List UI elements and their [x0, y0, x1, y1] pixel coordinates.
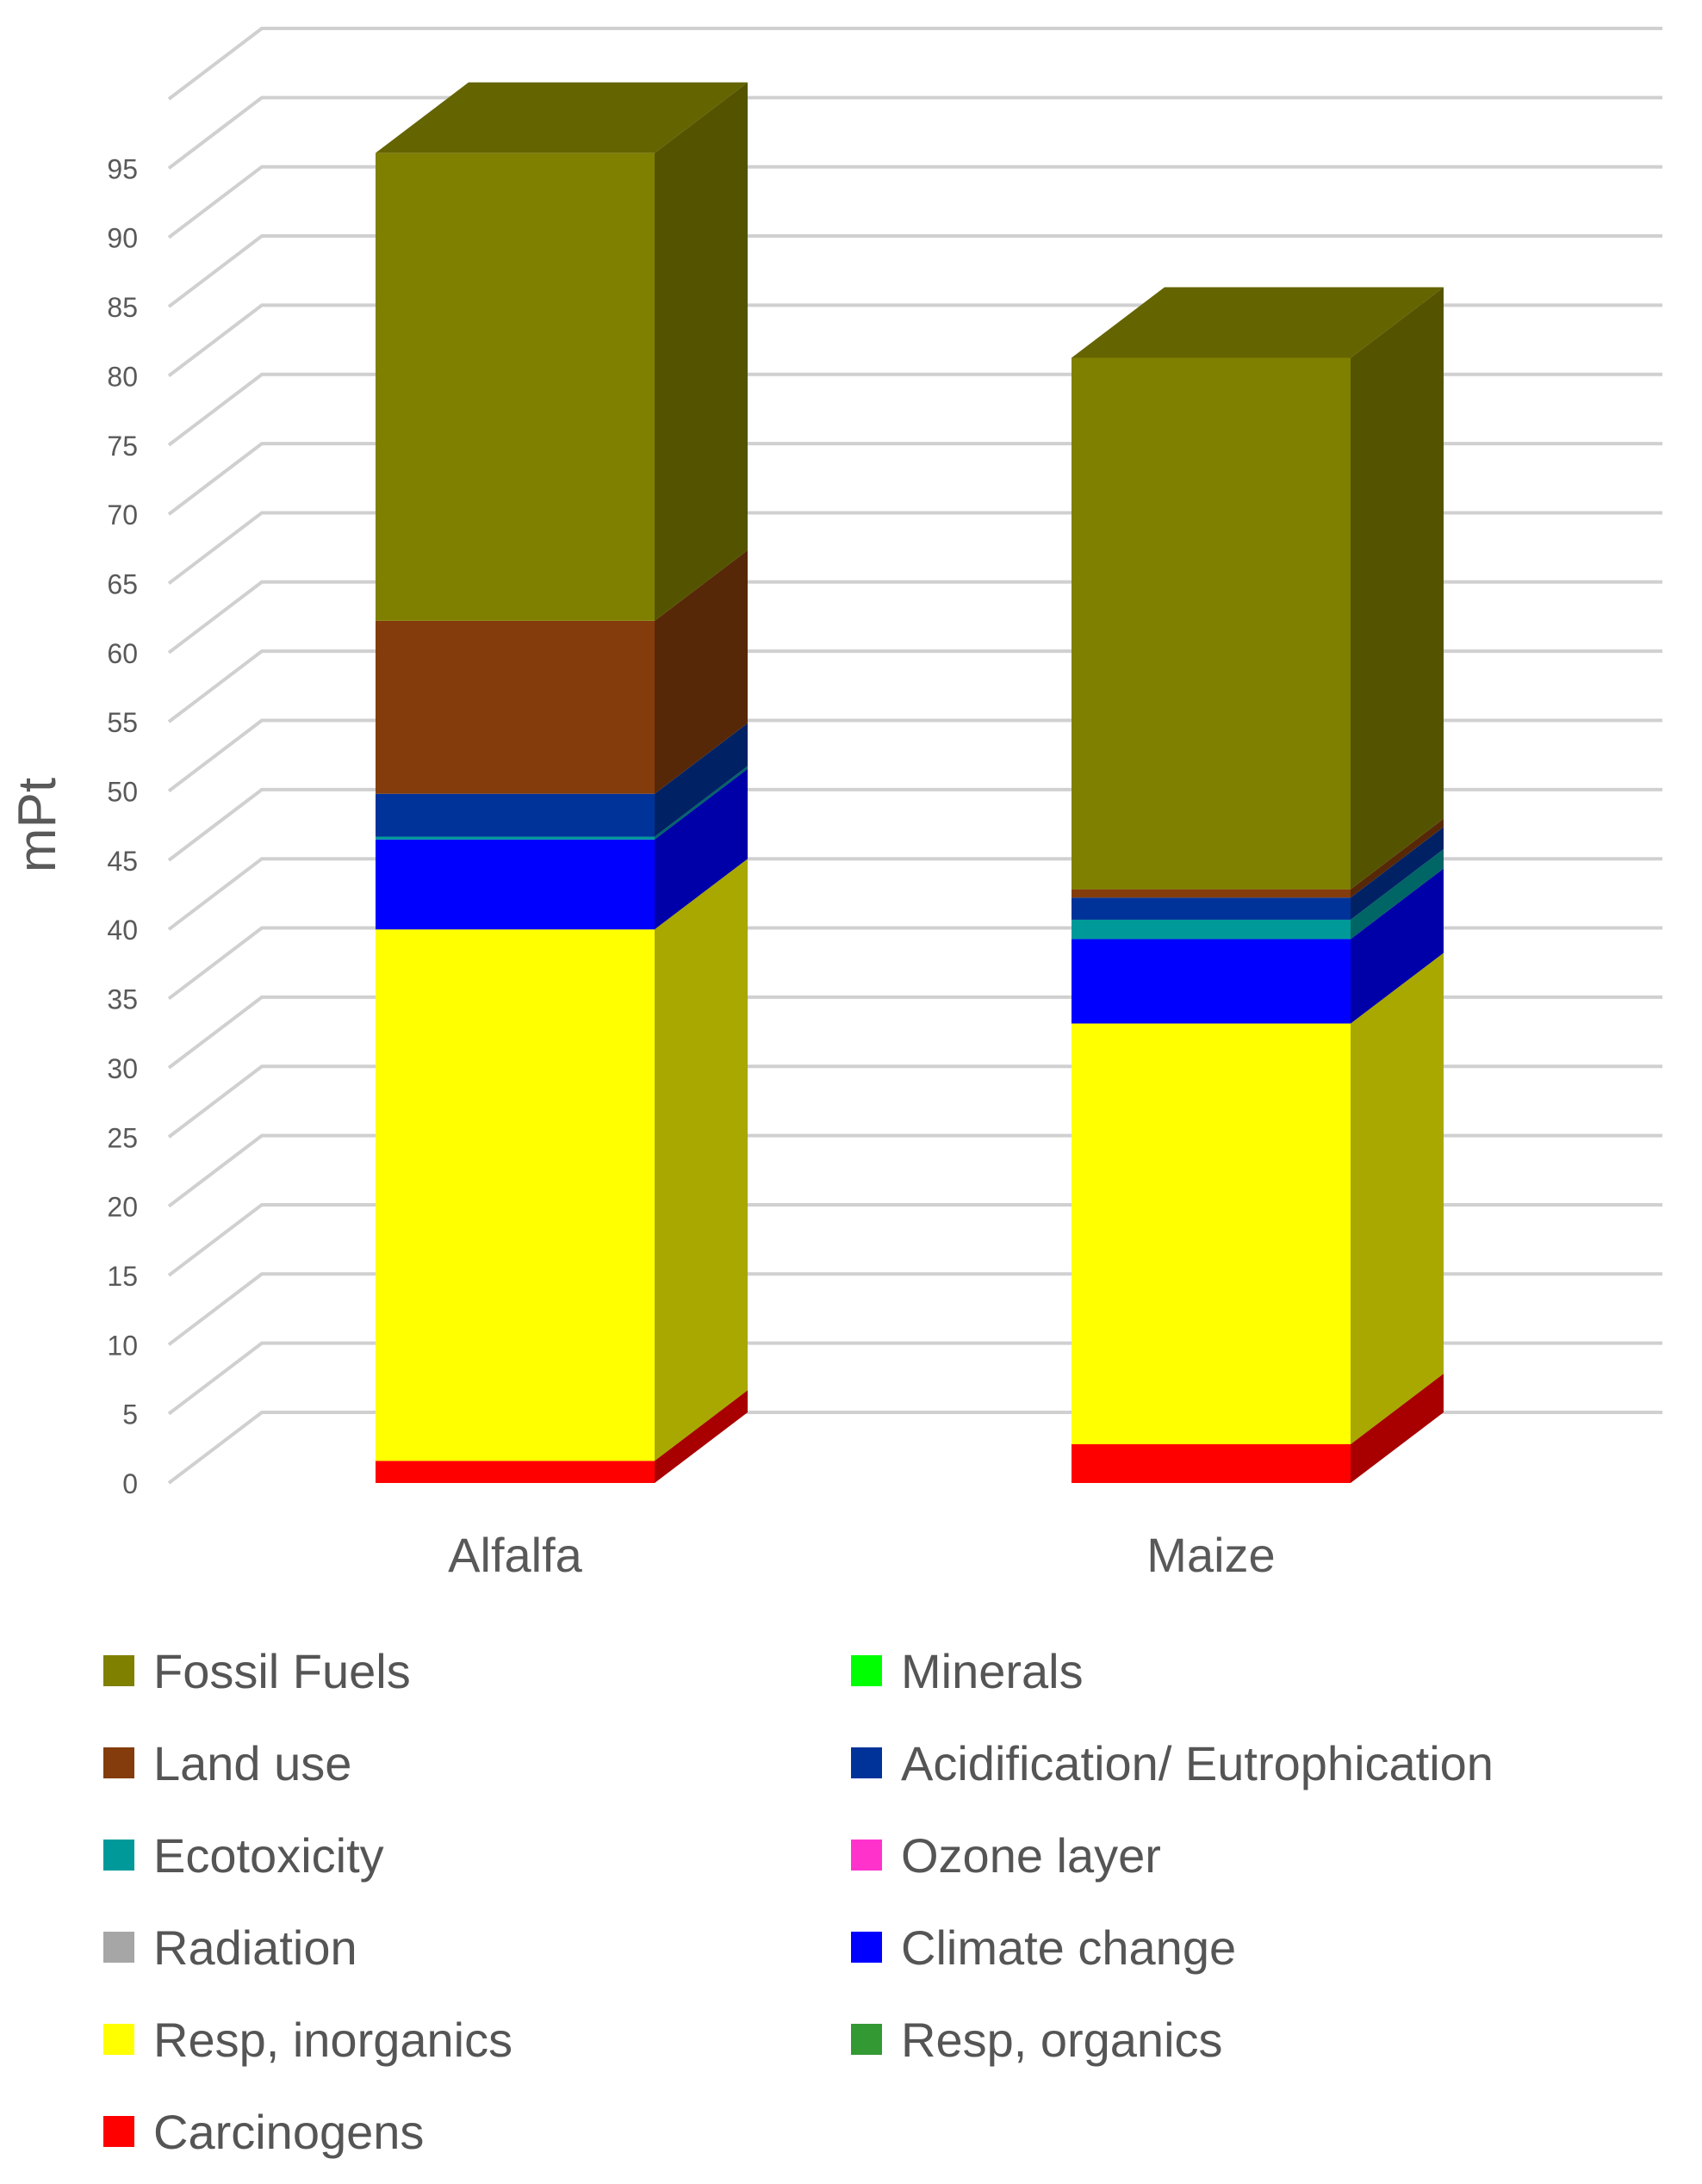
gridline: [167, 234, 1662, 308]
legend-swatch: [851, 1747, 882, 1778]
legend-swatch: [103, 2024, 134, 2055]
stacked-bar-chart: 0 5 10 15 20 25 30 35 40 45 50 55 60 65 70 75 80 85 90 95 m…: [8, 27, 1662, 1582]
y-tick-label: 80: [107, 361, 138, 392]
bar-segment-ecotoxicity: [376, 836, 655, 840]
legend-label: Minerals: [901, 1643, 1084, 1698]
y-tick-label: 70: [107, 499, 138, 530]
x-tick-label: Maize: [1146, 1528, 1275, 1582]
legend-swatch: [103, 1747, 134, 1778]
bar-stack-alfalfa: [376, 82, 748, 1483]
bar-side-climate-change: [655, 768, 748, 930]
legend-label: Resp, organics: [901, 2012, 1223, 2067]
y-tick-label: 15: [107, 1261, 138, 1292]
bar-side-resp-inorganics: [1351, 952, 1444, 1445]
bar-segment-fossil-fuels: [376, 152, 655, 621]
legend-label: Land use: [153, 1735, 352, 1790]
bar-segment-land-use: [376, 620, 655, 794]
bar-segment-carcinogens: [376, 1461, 655, 1483]
bar-side-resp-inorganics: [655, 859, 748, 1461]
legend-swatch: [103, 2116, 134, 2147]
gridline: [167, 96, 1662, 170]
y-tick-label: 0: [122, 1468, 138, 1499]
legend-item: Climate change: [851, 1913, 1236, 1982]
y-tick-label: 65: [107, 568, 138, 599]
y-axis-label: mPt: [8, 778, 67, 872]
y-tick-label: 25: [107, 1122, 138, 1153]
y-axis-ticks: 0 5 10 15 20 25 30 35 40 45 50 55 60 65 70 75 80 85 90 95: [107, 153, 138, 1499]
bar-side-ecotoxicity: [1351, 848, 1444, 940]
legend-label: Fossil Fuels: [153, 1643, 411, 1698]
bars: [376, 82, 1444, 1483]
legend-label: Climate change: [901, 1920, 1237, 1975]
legend-swatch: [103, 1655, 134, 1686]
x-axis-ticks: Alfalfa Maize: [448, 1528, 1276, 1582]
bar-side-acidification-eutrophication: [655, 723, 748, 837]
legend-label: Carcinogens: [153, 2104, 425, 2159]
bar-top: [376, 82, 748, 153]
y-tick-label: 90: [107, 223, 138, 254]
bar-segment-climate-change: [376, 839, 655, 930]
bar-segment-resp-inorganics: [1072, 1023, 1351, 1445]
bar-segment-acidification-eutrophication: [1072, 897, 1351, 920]
y-tick-label: 45: [107, 846, 138, 877]
bar-top: [1072, 287, 1444, 358]
bar-side-acidification-eutrophication: [1351, 827, 1444, 920]
legend-swatch: [851, 1655, 882, 1686]
x-tick-label: Alfalfa: [448, 1528, 582, 1582]
bar-side-climate-change: [1351, 868, 1444, 1024]
bar-stack-maize: [1072, 287, 1444, 1483]
bar-segment-carcinogens: [1072, 1444, 1351, 1483]
bar-side-land-use: [1351, 818, 1444, 898]
legend-swatch: [103, 1840, 134, 1871]
bar-side-fossil-fuels: [1351, 287, 1444, 890]
bar-side-carcinogens: [1351, 1374, 1444, 1483]
y-tick-label: 50: [107, 777, 138, 808]
bar-segment-resp-inorganics: [376, 929, 655, 1461]
legend-item: Land use: [103, 1728, 351, 1797]
y-tick-label: 95: [107, 153, 138, 184]
bar-side-land-use: [655, 549, 748, 794]
legend: Fossil Fuels Minerals Land use Acidificatio…: [103, 1636, 1654, 2170]
legend-label: Resp, inorganics: [153, 2012, 513, 2067]
legend-item: Ozone layer: [851, 1821, 1161, 1889]
legend-item: Ecotoxicity: [103, 1821, 384, 1889]
bar-side-ecotoxicity: [655, 766, 748, 840]
legend-swatch: [851, 1932, 882, 1963]
legend-item: Minerals: [851, 1636, 1084, 1705]
y-tick-label: 75: [107, 431, 138, 462]
gridline: [167, 164, 1662, 239]
y-tick-label: 55: [107, 707, 138, 738]
legend-swatch: [851, 2024, 882, 2055]
bar-side-fossil-fuels: [655, 82, 748, 621]
y-tick-label: 40: [107, 915, 138, 946]
bar-side-carcinogens: [655, 1390, 748, 1483]
y-tick-label: 60: [107, 638, 138, 669]
y-tick-label: 85: [107, 292, 138, 323]
legend-label: Radiation: [153, 1920, 357, 1975]
legend-item: Resp, inorganics: [103, 2005, 512, 2074]
legend-item: Radiation: [103, 1913, 357, 1982]
y-tick-label: 5: [122, 1399, 138, 1430]
y-tick-label: 35: [107, 984, 138, 1015]
legend-item: Resp, organics: [851, 2005, 1223, 2074]
bar-segment-fossil-fuels: [1072, 357, 1351, 890]
y-tick-label: 30: [107, 1053, 138, 1084]
legend-item: Carcinogens: [103, 2097, 424, 2166]
legend-label: Ecotoxicity: [153, 1827, 384, 1883]
legend-label: Ozone layer: [901, 1827, 1161, 1883]
y-tick-label: 10: [107, 1330, 138, 1361]
bar-segment-climate-change: [1072, 939, 1351, 1024]
bar-segment-land-use: [1072, 889, 1351, 898]
bar-segment-ecotoxicity: [1072, 919, 1351, 940]
legend-item: Acidification/ Eutrophication: [851, 1728, 1494, 1797]
legend-item: Fossil Fuels: [103, 1636, 411, 1705]
gridline: [167, 27, 1662, 101]
legend-label: Acidification/ Eutrophication: [901, 1735, 1494, 1790]
legend-swatch: [851, 1840, 882, 1871]
y-tick-label: 20: [107, 1192, 138, 1223]
legend-swatch: [103, 1932, 134, 1963]
bar-segment-acidification-eutrophication: [376, 793, 655, 837]
